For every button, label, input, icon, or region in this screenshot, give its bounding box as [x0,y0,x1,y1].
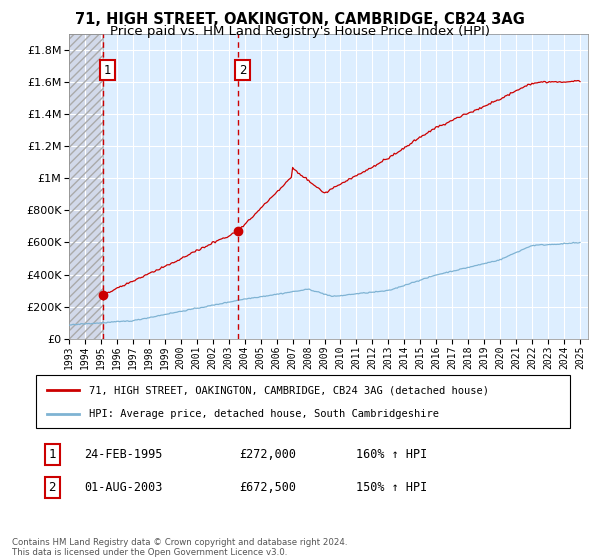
Text: 2: 2 [239,64,247,77]
Text: 1: 1 [104,64,112,77]
Text: 160% ↑ HPI: 160% ↑ HPI [356,448,428,461]
Text: 71, HIGH STREET, OAKINGTON, CAMBRIDGE, CB24 3AG: 71, HIGH STREET, OAKINGTON, CAMBRIDGE, C… [75,12,525,27]
Text: £672,500: £672,500 [239,481,296,494]
Text: 150% ↑ HPI: 150% ↑ HPI [356,481,428,494]
Text: 01-AUG-2003: 01-AUG-2003 [84,481,163,494]
Bar [69,34,103,339]
Text: Price paid vs. HM Land Registry's House Price Index (HPI): Price paid vs. HM Land Registry's House … [110,25,490,38]
Text: 2: 2 [48,481,56,494]
Bar [69,34,103,339]
Text: 71, HIGH STREET, OAKINGTON, CAMBRIDGE, CB24 3AG (detached house): 71, HIGH STREET, OAKINGTON, CAMBRIDGE, C… [89,385,490,395]
FancyBboxPatch shape [36,375,570,428]
Text: HPI: Average price, detached house, South Cambridgeshire: HPI: Average price, detached house, Sout… [89,408,439,418]
Text: £272,000: £272,000 [239,448,296,461]
Text: Contains HM Land Registry data © Crown copyright and database right 2024.
This d: Contains HM Land Registry data © Crown c… [12,538,347,557]
Text: 1: 1 [48,448,56,461]
Text: 24-FEB-1995: 24-FEB-1995 [84,448,163,461]
